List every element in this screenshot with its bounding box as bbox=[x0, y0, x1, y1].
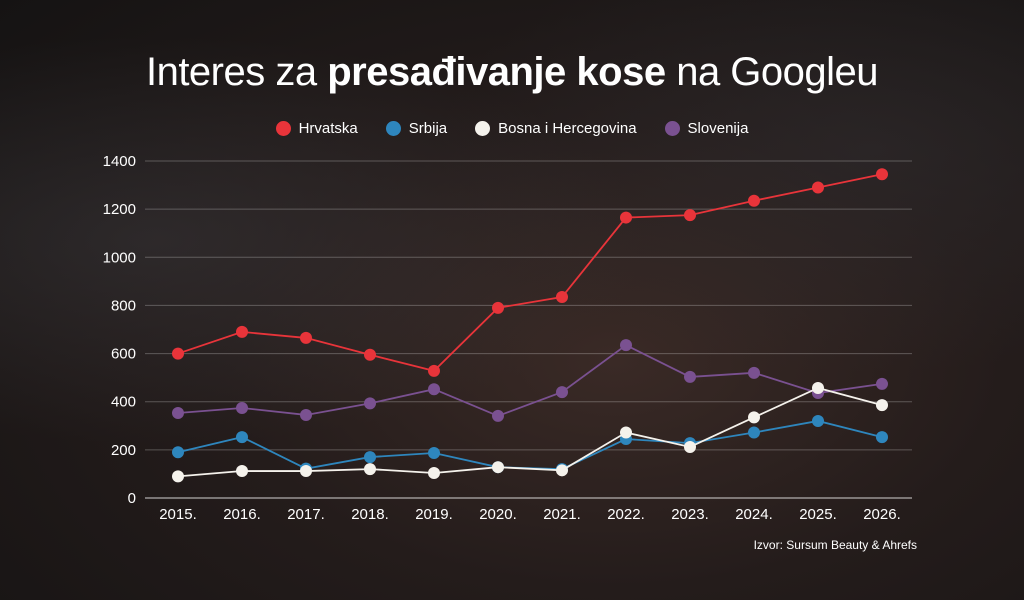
data-point bbox=[556, 291, 568, 304]
y-tick-label: 400 bbox=[111, 394, 136, 411]
legend-item: Slovenija bbox=[664, 120, 749, 137]
data-point bbox=[492, 301, 504, 314]
x-tick-label: 2016. bbox=[223, 506, 261, 523]
legend-label: Srbija bbox=[408, 120, 448, 137]
legend-marker bbox=[385, 121, 401, 136]
data-point bbox=[684, 209, 696, 222]
data-point bbox=[876, 168, 888, 181]
x-tick-label: 2019. bbox=[415, 506, 453, 523]
data-point bbox=[428, 446, 440, 459]
x-tick-label: 2022. bbox=[607, 506, 645, 523]
legend-label: Hrvatska bbox=[298, 120, 358, 137]
data-point bbox=[172, 347, 184, 360]
series-line-hrvatska bbox=[177, 173, 883, 372]
series-line-slovenija bbox=[177, 344, 883, 417]
legend-item: Hrvatska bbox=[275, 120, 358, 137]
legend-item: Bosna i Hercegovina bbox=[475, 120, 637, 137]
y-tick-label: 200 bbox=[111, 442, 136, 459]
data-point bbox=[812, 414, 824, 427]
data-point bbox=[748, 426, 760, 439]
data-point bbox=[300, 408, 312, 421]
data-point bbox=[236, 325, 248, 338]
legend-marker bbox=[475, 121, 491, 136]
x-tick-label: 2021. bbox=[543, 506, 581, 523]
data-point bbox=[620, 211, 632, 224]
y-tick-label: 1000 bbox=[103, 249, 136, 266]
y-tick-label: 0 bbox=[128, 490, 136, 507]
data-point bbox=[364, 451, 376, 464]
x-tick-label: 2017. bbox=[287, 506, 325, 523]
data-point bbox=[300, 465, 312, 478]
data-point bbox=[492, 409, 504, 422]
data-point bbox=[876, 431, 888, 444]
legend: Hrvatska Srbija Bosna i Hercegovina Sloveni… bbox=[0, 120, 1024, 137]
source-note: Izvor: Sursum Beauty & Ahrefs bbox=[753, 538, 917, 552]
x-tick-label: 2018. bbox=[351, 506, 389, 523]
data-point bbox=[236, 401, 248, 414]
data-point bbox=[236, 431, 248, 444]
data-point bbox=[620, 339, 632, 352]
data-point bbox=[684, 370, 696, 383]
legend-item: Srbija bbox=[385, 120, 448, 137]
data-point bbox=[684, 440, 696, 453]
data-point bbox=[172, 446, 184, 459]
y-tick-label: 600 bbox=[111, 346, 136, 363]
x-tick-label: 2024. bbox=[735, 506, 773, 523]
data-point bbox=[236, 465, 248, 478]
data-point bbox=[620, 426, 632, 439]
y-tick-label: 800 bbox=[111, 297, 136, 314]
data-point bbox=[876, 377, 888, 390]
data-point bbox=[172, 407, 184, 420]
data-point bbox=[748, 411, 760, 424]
data-point bbox=[812, 381, 824, 394]
x-tick-label: 2025. bbox=[799, 506, 837, 523]
data-point bbox=[556, 464, 568, 477]
data-point bbox=[172, 470, 184, 483]
data-point bbox=[364, 463, 376, 476]
data-point bbox=[748, 366, 760, 379]
data-point bbox=[556, 386, 568, 399]
legend-label: Slovenija bbox=[687, 120, 749, 137]
data-point bbox=[428, 364, 440, 377]
title-part2: na Googleu bbox=[665, 50, 879, 94]
title-bold: presađivanje kose bbox=[327, 50, 666, 94]
data-point bbox=[364, 348, 376, 361]
x-tick-label: 2026. bbox=[863, 506, 901, 523]
data-point bbox=[748, 194, 760, 207]
legend-marker bbox=[664, 121, 680, 136]
data-point bbox=[876, 399, 888, 412]
chart-title: Interes za presađivanje kose na Googleu bbox=[0, 50, 1024, 95]
data-point bbox=[492, 461, 504, 474]
data-point bbox=[364, 397, 376, 410]
y-tick-label: 1200 bbox=[103, 201, 136, 218]
data-point bbox=[428, 383, 440, 396]
x-tick-label: 2023. bbox=[671, 506, 709, 523]
legend-label: Bosna i Hercegovina bbox=[498, 120, 637, 137]
y-tick-label: 1400 bbox=[103, 153, 136, 170]
title-part1: Interes za bbox=[145, 50, 328, 94]
series-line-srbija bbox=[177, 420, 883, 471]
data-point bbox=[428, 466, 440, 479]
legend-marker bbox=[275, 121, 291, 136]
data-point bbox=[300, 331, 312, 344]
x-tick-label: 2015. bbox=[159, 506, 197, 523]
x-tick-label: 2020. bbox=[479, 506, 517, 523]
series-line-bosna-i-hercegovina bbox=[177, 387, 883, 478]
data-point bbox=[812, 181, 824, 194]
